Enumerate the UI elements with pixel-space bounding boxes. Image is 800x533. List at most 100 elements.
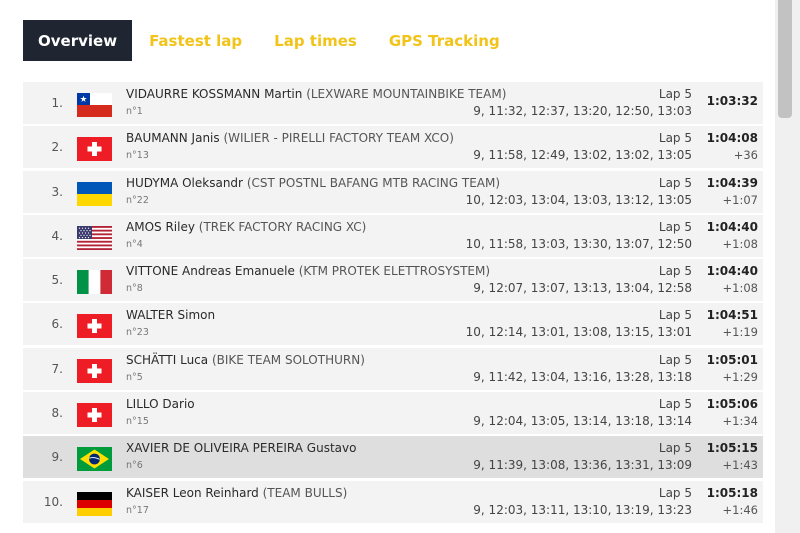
lap-label: Lap 5 xyxy=(658,175,692,190)
tab-gps-tracking[interactable]: GPS Tracking xyxy=(388,31,500,50)
team-name: (TREK FACTORY RACING XC) xyxy=(198,219,367,234)
rank: 8. xyxy=(51,406,63,421)
result-row[interactable]: 1. VIDAURRE KOSSMANN Martin (LEXWARE MOU… xyxy=(23,82,763,124)
rider-name-text: LILLO Dario xyxy=(126,397,195,412)
rider-name-text: XAVIER DE OLIVEIRA PEREIRA Gustavo xyxy=(126,441,357,456)
rider-name[interactable]: WALTER Simon xyxy=(126,308,215,322)
result-row[interactable]: 3. HUDYMA Oleksandr (CST POSTNL BAFANG M… xyxy=(23,170,763,213)
result-row[interactable]: 9. XAVIER DE OLIVEIRA PEREIRA Gustavo n°… xyxy=(23,436,763,479)
rider-name[interactable]: LILLO Dario xyxy=(126,397,195,411)
rank: 10. xyxy=(43,494,63,509)
result-row[interactable]: 8. LILLO Dario n°15 Lap 5 9, 12:04, 13:0… xyxy=(23,392,763,435)
results-panel: Overview Fastest lap Lap times GPS Track… xyxy=(0,0,775,533)
rider-name[interactable]: VITTONE Andreas Emanuele (KTM PROTEK ELE… xyxy=(126,264,490,278)
rider-name[interactable]: VIDAURRE KOSSMANN Martin (LEXWARE MOUNTA… xyxy=(126,87,506,101)
total-time: 1:04:39 xyxy=(706,175,758,190)
lap-splits: 9, 11:42, 13:04, 13:16, 13:28, 13:18 xyxy=(473,369,692,384)
rider-name-text: WALTER Simon xyxy=(126,308,216,323)
rank: 1. xyxy=(51,96,63,110)
total-time: 1:04:40 xyxy=(706,264,758,279)
total-time: 1:05:01 xyxy=(706,352,758,367)
bib-number: n°13 xyxy=(126,150,149,162)
lap-splits: 9, 11:39, 13:08, 13:36, 13:31, 13:09 xyxy=(473,458,692,473)
time-gap: +1:07 xyxy=(722,192,758,207)
lap-splits: 10, 12:14, 13:01, 13:08, 13:15, 13:01 xyxy=(465,325,692,340)
rider-name-text: AMOS Riley xyxy=(126,219,195,234)
bib-number: n°8 xyxy=(126,283,143,295)
switzerland-flag-icon xyxy=(77,403,112,428)
rider-name-text: SCHÄTTI Luca xyxy=(126,352,209,367)
usa-flag-icon xyxy=(77,225,112,250)
rider-name[interactable]: SCHÄTTI Luca (BIKE TEAM SOLOTHURN) xyxy=(126,353,365,367)
total-time: 1:04:08 xyxy=(706,131,758,146)
tab-lap-times[interactable]: Lap times xyxy=(274,31,357,50)
vertical-scrollbar[interactable] xyxy=(775,0,800,533)
result-row[interactable]: 4. xyxy=(23,214,763,257)
lap-label: Lap 5 xyxy=(658,131,692,146)
time-gap: +1:46 xyxy=(722,502,758,517)
results-list: 1. VIDAURRE KOSSMANN Martin (LEXWARE MOU… xyxy=(23,82,763,525)
rider-name[interactable]: XAVIER DE OLIVEIRA PEREIRA Gustavo xyxy=(126,441,356,455)
rank: 6. xyxy=(51,317,63,332)
lap-label: Lap 5 xyxy=(658,352,692,367)
scrollbar-thumb[interactable] xyxy=(778,0,792,118)
brazil-flag-icon xyxy=(77,447,112,472)
rider-name-text: BAUMANN Janis xyxy=(126,131,220,146)
rider-name[interactable]: HUDYMA Oleksandr (CST POSTNL BAFANG MTB … xyxy=(126,176,500,190)
time-gap: +1:43 xyxy=(722,458,758,473)
time-gap: +36 xyxy=(733,148,758,163)
bib-number: n°15 xyxy=(126,416,149,428)
germany-flag-icon xyxy=(77,491,112,516)
switzerland-flag-icon xyxy=(77,314,112,339)
tab-overview[interactable]: Overview xyxy=(23,20,133,61)
rider-name-text: KAISER Leon Reinhard xyxy=(126,485,259,500)
rider-name[interactable]: BAUMANN Janis (WILIER - PIRELLI FACTORY … xyxy=(126,131,454,145)
rider-name-text: VITTONE Andreas Emanuele xyxy=(126,264,295,279)
total-time: 1:03:32 xyxy=(706,94,758,108)
team-name: (CST POSTNL BAFANG MTB RACING TEAM) xyxy=(246,175,501,190)
bib-number: n°17 xyxy=(126,504,149,516)
team-name: (LEXWARE MOUNTAINBIKE TEAM) xyxy=(306,87,507,101)
team-name: (BIKE TEAM SOLOTHURN) xyxy=(211,352,365,367)
result-row[interactable]: 10. KAISER Leon Reinhard (TEAM BULLS) n°… xyxy=(23,480,763,523)
time-gap: +1:29 xyxy=(722,369,758,384)
switzerland-flag-icon xyxy=(77,358,112,383)
lap-label: Lap 5 xyxy=(658,485,692,500)
lap-label: Lap 5 xyxy=(658,87,692,101)
rank: 5. xyxy=(51,273,63,288)
bib-number: n°5 xyxy=(126,371,143,383)
result-row[interactable]: 7. SCHÄTTI Luca (BIKE TEAM SOLOTHURN) n°… xyxy=(23,347,763,390)
rider-name-text: VIDAURRE KOSSMANN Martin xyxy=(126,87,303,101)
rider-name[interactable]: KAISER Leon Reinhard (TEAM BULLS) xyxy=(126,486,347,500)
team-name: (TEAM BULLS) xyxy=(262,485,348,500)
time-gap: +1:08 xyxy=(722,281,758,296)
result-row[interactable]: 2. BAUMANN Janis (WILIER - PIRELLI FACTO… xyxy=(23,126,763,169)
lap-splits: 9, 12:04, 13:05, 13:14, 13:18, 13:14 xyxy=(473,414,692,429)
bib-number: n°4 xyxy=(126,238,143,250)
switzerland-flag-icon xyxy=(77,137,112,162)
rider-name[interactable]: AMOS Riley (TREK FACTORY RACING XC) xyxy=(126,220,366,234)
lap-label: Lap 5 xyxy=(658,308,692,323)
lap-label: Lap 5 xyxy=(658,441,692,456)
rank: 4. xyxy=(51,228,63,243)
result-row[interactable]: 5. VITTONE Andreas Emanuele (KTM PROTEK … xyxy=(23,259,763,302)
lap-splits: 9, 12:03, 13:11, 13:10, 13:19, 13:23 xyxy=(473,502,692,517)
lap-splits: 10, 11:58, 13:03, 13:30, 13:07, 12:50 xyxy=(465,236,692,251)
result-row[interactable]: 6. WALTER Simon n°23 Lap 5 10, 12:14, 13… xyxy=(23,303,763,346)
lap-splits: 9, 11:32, 12:37, 13:20, 12:50, 13:03 xyxy=(473,104,692,118)
rank: 9. xyxy=(51,450,63,465)
tab-bar: Overview Fastest lap Lap times GPS Track… xyxy=(23,20,517,61)
bib-number: n°6 xyxy=(126,460,143,472)
team-name: (WILIER - PIRELLI FACTORY TEAM XCO) xyxy=(223,131,454,146)
time-gap: +1:34 xyxy=(722,414,758,429)
total-time: 1:04:40 xyxy=(706,219,758,234)
italy-flag-icon xyxy=(77,270,112,295)
lap-label: Lap 5 xyxy=(658,397,692,412)
time-gap: +1:19 xyxy=(722,325,758,340)
bib-number: n°22 xyxy=(126,194,149,206)
bib-number: n°1 xyxy=(126,106,143,117)
tab-fastest-lap[interactable]: Fastest lap xyxy=(149,31,243,50)
total-time: 1:05:15 xyxy=(706,441,758,456)
total-time: 1:05:06 xyxy=(706,397,758,412)
rank: 2. xyxy=(51,140,63,155)
